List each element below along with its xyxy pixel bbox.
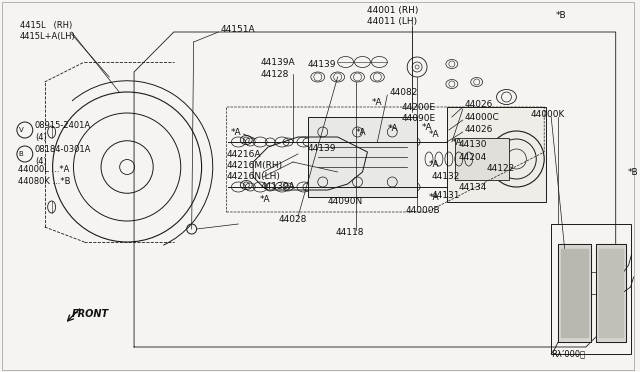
Text: 44028: 44028 bbox=[278, 215, 307, 224]
Text: *A: *A bbox=[429, 160, 440, 169]
FancyBboxPatch shape bbox=[455, 138, 509, 180]
Text: *B: *B bbox=[628, 167, 638, 176]
Text: 44080K ...*B: 44080K ...*B bbox=[18, 176, 70, 186]
Text: 44011 (LH): 44011 (LH) bbox=[367, 16, 417, 26]
Text: 44026: 44026 bbox=[465, 125, 493, 134]
Text: 44200E: 44200E bbox=[401, 103, 435, 112]
Text: 44130: 44130 bbox=[459, 140, 487, 148]
Text: *A: *A bbox=[387, 124, 398, 132]
Text: 44000C: 44000C bbox=[465, 112, 499, 122]
Text: 4415L   (RH): 4415L (RH) bbox=[20, 20, 72, 29]
Text: 44122: 44122 bbox=[486, 164, 515, 173]
Polygon shape bbox=[561, 249, 588, 337]
Text: B: B bbox=[19, 151, 23, 157]
Text: 08184-0301A: 08184-0301A bbox=[35, 144, 91, 154]
Text: 44139A: 44139A bbox=[260, 182, 295, 190]
Text: 44131: 44131 bbox=[432, 190, 461, 199]
Text: *B: *B bbox=[556, 10, 567, 19]
Text: FRONT: FRONT bbox=[72, 309, 109, 319]
FancyBboxPatch shape bbox=[447, 107, 546, 202]
Text: 44082: 44082 bbox=[389, 87, 418, 96]
Text: 44090N: 44090N bbox=[328, 196, 363, 205]
Text: 44204: 44204 bbox=[459, 153, 487, 161]
Text: *A: *A bbox=[230, 128, 241, 137]
Text: *A: *A bbox=[371, 97, 382, 106]
Text: 44216N(LH): 44216N(LH) bbox=[227, 171, 280, 180]
Text: 44000B: 44000B bbox=[405, 205, 440, 215]
Text: 44001 (RH): 44001 (RH) bbox=[367, 6, 419, 15]
Polygon shape bbox=[558, 244, 591, 342]
Text: 44139: 44139 bbox=[308, 60, 337, 68]
Text: 44026: 44026 bbox=[465, 99, 493, 109]
FancyBboxPatch shape bbox=[2, 2, 634, 370]
Text: Rλ’000）: Rλ’000） bbox=[551, 350, 586, 359]
Text: 44118: 44118 bbox=[335, 228, 364, 237]
Text: 44139: 44139 bbox=[308, 144, 337, 153]
Text: *A: *A bbox=[429, 192, 440, 202]
Text: 44090E: 44090E bbox=[401, 113, 435, 122]
Text: 44134: 44134 bbox=[459, 183, 487, 192]
Text: 44216A: 44216A bbox=[227, 150, 261, 158]
Text: *A: *A bbox=[429, 129, 440, 138]
Text: 44132: 44132 bbox=[432, 171, 460, 180]
Text: 44000L ...*A: 44000L ...*A bbox=[18, 164, 69, 173]
Text: (4): (4) bbox=[35, 132, 47, 141]
Text: 08915-2401A: 08915-2401A bbox=[35, 121, 91, 129]
FancyBboxPatch shape bbox=[308, 117, 417, 197]
Text: *A: *A bbox=[260, 195, 271, 203]
Polygon shape bbox=[596, 244, 626, 342]
FancyBboxPatch shape bbox=[551, 224, 630, 354]
Text: 44151A: 44151A bbox=[220, 25, 255, 33]
Text: 44000K: 44000K bbox=[531, 109, 564, 119]
Text: *A: *A bbox=[422, 122, 433, 131]
Text: 44139A: 44139A bbox=[260, 58, 295, 67]
Text: 4415L+A(LH): 4415L+A(LH) bbox=[20, 32, 76, 41]
Text: 44128: 44128 bbox=[260, 70, 289, 78]
Text: V: V bbox=[19, 127, 23, 133]
Text: *A: *A bbox=[452, 138, 463, 147]
Text: 44216M(RH): 44216M(RH) bbox=[227, 160, 282, 170]
Text: (4): (4) bbox=[35, 157, 47, 166]
Polygon shape bbox=[599, 249, 623, 337]
Text: *A: *A bbox=[356, 128, 366, 137]
